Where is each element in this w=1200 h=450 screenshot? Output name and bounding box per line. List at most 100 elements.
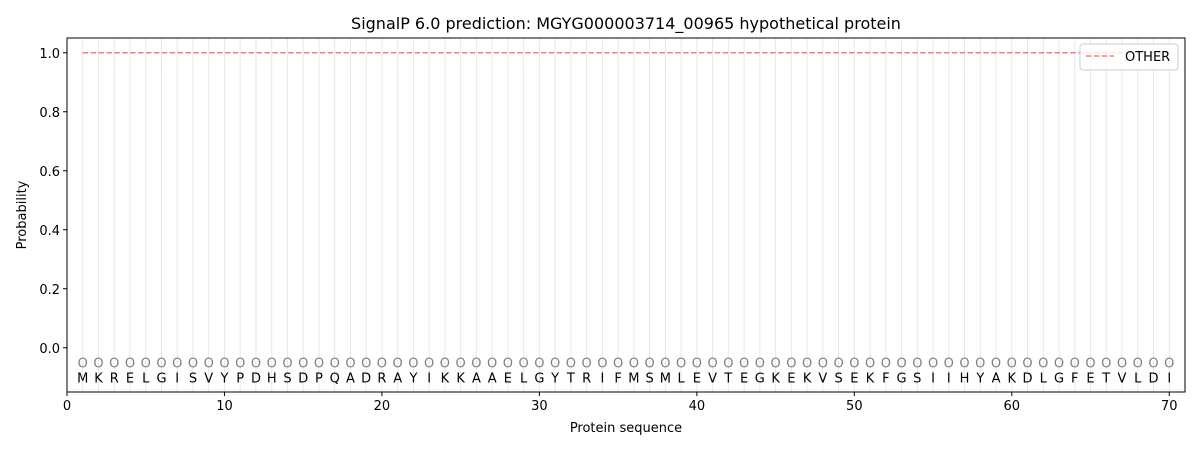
region-label: O <box>613 357 623 372</box>
residue-label: K <box>456 371 465 386</box>
region-label: O <box>755 357 765 372</box>
region-label: O <box>1101 357 1111 372</box>
residue-label: L <box>677 371 685 386</box>
region-label: O <box>660 357 670 372</box>
region-label: O <box>487 357 497 372</box>
region-label: O <box>991 357 1001 372</box>
region-label: O <box>582 357 592 372</box>
residue-label: M <box>77 371 88 386</box>
region-label: O <box>503 357 513 372</box>
region-label: O <box>676 357 686 372</box>
residue-label: E <box>693 371 701 386</box>
residue-label: K <box>866 371 875 386</box>
region-label: O <box>519 357 529 372</box>
residue-label: F <box>1071 371 1078 386</box>
residue-label: E <box>787 371 795 386</box>
region-label: O <box>786 357 796 372</box>
residue-label: G <box>1054 371 1064 386</box>
residue-label: Q <box>330 371 340 386</box>
region-label: O <box>219 357 229 372</box>
residue-label: K <box>94 371 103 386</box>
region-label: O <box>377 357 387 372</box>
region-label: O <box>172 357 182 372</box>
y-tick-label: 0.6 <box>39 165 60 180</box>
residue-label: E <box>850 371 858 386</box>
residue-label: G <box>156 371 166 386</box>
residue-label: M <box>660 371 671 386</box>
y-tick-label: 0.2 <box>39 283 60 298</box>
region-label: O <box>692 357 702 372</box>
region-label: O <box>282 357 292 372</box>
residue-label: M <box>628 371 639 386</box>
residue-label: A <box>472 371 481 386</box>
residue-label: V <box>1118 371 1127 386</box>
residue-label: V <box>204 371 213 386</box>
region-label: O <box>408 357 418 372</box>
residue-label: A <box>488 371 497 386</box>
region-label: O <box>1117 357 1127 372</box>
residue-label: T <box>566 371 575 386</box>
region-label: O <box>156 357 166 372</box>
residue-label: D <box>251 371 261 386</box>
region-label: O <box>456 357 466 372</box>
residue-label: F <box>614 371 621 386</box>
residue-label: L <box>520 371 528 386</box>
region-label: O <box>865 357 875 372</box>
residue-label: R <box>582 371 591 386</box>
residue-label: K <box>803 371 812 386</box>
region-label: O <box>739 357 749 372</box>
region-label: O <box>1054 357 1064 372</box>
region-label: O <box>802 357 812 372</box>
region-label: O <box>93 357 103 372</box>
plot-frame <box>66 37 1186 393</box>
region-label: O <box>1148 357 1158 372</box>
region-label: O <box>424 357 434 372</box>
region-label: O <box>1007 357 1017 372</box>
residue-label: I <box>931 371 935 386</box>
region-label: O <box>330 357 340 372</box>
residue-label: V <box>818 371 827 386</box>
region-label: O <box>361 357 371 372</box>
region-label: O <box>125 357 135 372</box>
region-label: O <box>1085 357 1095 372</box>
region-label: O <box>723 357 733 372</box>
residue-label: S <box>834 371 842 386</box>
y-axis-ticks: 0.0 0.2 0.4 0.6 0.8 1.0 <box>39 47 67 357</box>
region-label: O <box>645 357 655 372</box>
residue-label: A <box>346 371 355 386</box>
residue-label: I <box>427 371 431 386</box>
residue-label: L <box>142 371 150 386</box>
region-label: O <box>78 357 88 372</box>
region-label: O <box>912 357 922 372</box>
region-label: O <box>770 357 780 372</box>
y-tick-label: 0.4 <box>39 224 60 239</box>
residue-label: E <box>1086 371 1094 386</box>
residue-label: P <box>236 371 244 386</box>
residue-label: I <box>175 371 179 386</box>
x-axis-label: Protein sequence <box>570 421 682 436</box>
residue-label: D <box>1148 371 1158 386</box>
residue-label: S <box>189 371 197 386</box>
residue-label: F <box>882 371 889 386</box>
residue-label: D <box>298 371 308 386</box>
residue-label: I <box>600 371 604 386</box>
residue-label: R <box>110 371 119 386</box>
region-label: O <box>267 357 277 372</box>
region-label: O <box>896 357 906 372</box>
residue-layer: OMOKOROEOLOGOIOSOVOYOPODOHOSODOPOQOAODOR… <box>77 357 1174 387</box>
residue-label: E <box>740 371 748 386</box>
residue-label: K <box>1008 371 1017 386</box>
x-tick-label: 50 <box>846 399 863 414</box>
region-label: O <box>1070 357 1080 372</box>
region-label: O <box>188 357 198 372</box>
region-label: O <box>881 357 891 372</box>
residue-label: E <box>126 371 134 386</box>
residue-label: G <box>897 371 907 386</box>
y-axis-label: Probability <box>15 180 30 249</box>
region-label: O <box>109 357 119 372</box>
region-label: O <box>345 357 355 372</box>
residue-label: Y <box>550 371 559 386</box>
residue-label: D <box>361 371 371 386</box>
x-tick-label: 60 <box>1004 399 1021 414</box>
